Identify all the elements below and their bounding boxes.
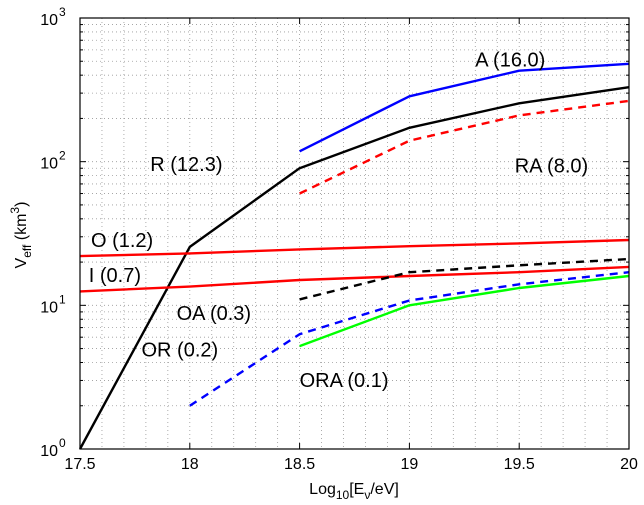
series-line-or-0-2 xyxy=(189,271,630,407)
y-tick-exponent: 3 xyxy=(59,5,66,19)
series-line-i-0-7 xyxy=(79,265,630,293)
series-line-o-1-2 xyxy=(79,238,630,258)
series-layer xyxy=(78,62,630,450)
series-line-r-12-3 xyxy=(78,86,630,450)
series-line-a-16-0 xyxy=(299,62,630,153)
series-label-oa-0-3: OA (0.3) xyxy=(177,303,251,325)
x-axis-label: Log10[Eν/eV] xyxy=(309,481,399,500)
series-label-ra-8-0: RA (8.0) xyxy=(515,156,588,178)
series-label-ora-0-1: ORA (0.1) xyxy=(300,370,389,392)
x-tick-label: 19 xyxy=(401,456,419,473)
x-tick-label: 18 xyxy=(181,456,199,473)
y-tick-label: 10 xyxy=(40,12,58,29)
series-line-oa-0-3 xyxy=(299,257,630,301)
y-tick-exponent: 0 xyxy=(59,436,66,450)
series-label-i-0-7: I (0.7) xyxy=(89,265,141,287)
series-label-r-12-3: R (12.3) xyxy=(150,154,222,176)
x-tick-label: 19.5 xyxy=(504,456,535,473)
series-label-a-16-0: A (16.0) xyxy=(475,49,545,71)
x-tick-label: 17.5 xyxy=(64,456,95,473)
series-label-o-1-2: O (1.2) xyxy=(91,230,153,252)
y-tick-exponent: 2 xyxy=(59,149,66,163)
y-tick-exponent: 1 xyxy=(59,292,66,306)
plot-background xyxy=(80,18,629,449)
y-tick-label: 10 xyxy=(40,299,58,316)
series-line-ra-8-0 xyxy=(299,99,630,195)
y-tick-label: 10 xyxy=(40,443,58,460)
series-label-or-0-2: OR (0.2) xyxy=(141,340,218,362)
series-label-layer: A (16.0) R (12.3) RA (8.0) O (1.2) I (0.7) OA… xyxy=(89,49,588,392)
y-axis-label: Veff (km3) xyxy=(8,202,34,269)
plot-frame xyxy=(79,17,630,450)
series-line-ora-0-1 xyxy=(299,274,630,348)
x-tick-label: 20 xyxy=(620,456,638,473)
y-tick-label: 10 xyxy=(40,156,58,173)
x-tick-label: 18.5 xyxy=(284,456,315,473)
